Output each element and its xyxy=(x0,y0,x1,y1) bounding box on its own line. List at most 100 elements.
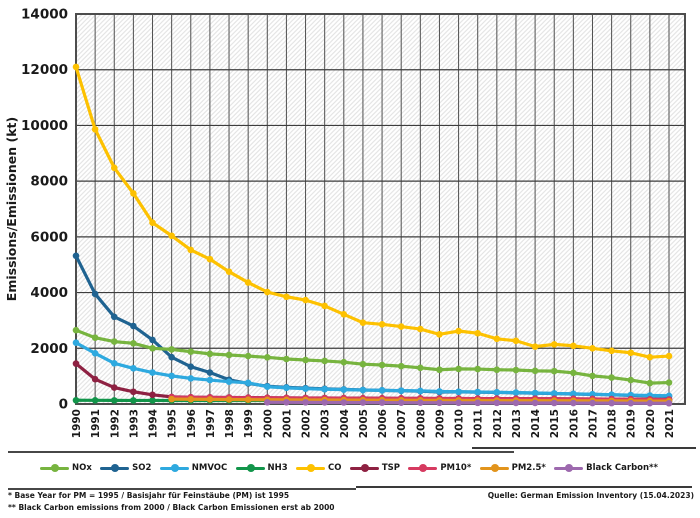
legend-swatch-icon xyxy=(100,464,130,472)
legend-label: NOx xyxy=(72,463,92,473)
series-marker-TSP xyxy=(72,360,80,367)
series-marker-Black Carbon** xyxy=(474,399,482,407)
series-marker-NH3 xyxy=(72,396,80,404)
series-marker-CO xyxy=(417,325,424,333)
series-marker-NOx xyxy=(550,367,558,375)
series-marker-NMVOC xyxy=(302,385,309,392)
series-marker-NMVOC xyxy=(244,379,252,387)
legend-item-NMVOC: NMVOC xyxy=(159,463,227,473)
y-tick-label: 10000 xyxy=(21,118,68,134)
series-marker-NOx xyxy=(455,365,462,373)
series-marker-NMVOC xyxy=(321,385,328,393)
x-tick-label: 1995 xyxy=(167,409,179,438)
series-marker-NOx xyxy=(665,379,673,386)
legend-marker-icon xyxy=(490,464,499,472)
legend-item-PM10-: PM10* xyxy=(408,463,471,473)
series-marker-NOx xyxy=(474,365,482,373)
x-tick-label: 2011 xyxy=(473,409,485,438)
series-marker-NMVOC xyxy=(225,378,233,386)
series-marker-TSP xyxy=(130,388,137,396)
series-marker-NMVOC xyxy=(531,389,539,397)
series-marker-NOx xyxy=(646,379,654,387)
series-marker-NMVOC xyxy=(91,350,99,357)
series-marker-Black Carbon** xyxy=(436,399,443,407)
legend-item-SO2: SO2 xyxy=(100,463,151,473)
x-tick-label: 2006 xyxy=(377,409,389,438)
y-tick-label: 14000 xyxy=(21,7,68,23)
series-marker-Black Carbon** xyxy=(608,399,615,407)
y-axis-title: Emissions/Emissionen (kt) xyxy=(4,117,19,301)
x-tick-label: 2014 xyxy=(530,409,542,438)
series-marker-CO xyxy=(359,319,367,326)
series-marker-Black Carbon** xyxy=(417,399,424,407)
series-marker-NOx xyxy=(263,354,271,361)
series-marker-CO xyxy=(321,302,328,310)
chart-legend: NOx SO2 NMVOC NH3 CO TSP PM10* PM2.5* Black Carb… xyxy=(0,457,700,479)
legend-item-TSP: TSP xyxy=(349,463,400,473)
divider-above-legend-left xyxy=(8,451,514,453)
series-marker-CO xyxy=(550,341,558,348)
series-marker-SO2 xyxy=(110,313,118,321)
series-marker-CO xyxy=(244,279,252,286)
series-marker-NOx xyxy=(627,376,635,384)
legend-label: NH3 xyxy=(267,463,288,473)
legend-swatch-icon xyxy=(159,464,189,472)
x-tick-label: 2002 xyxy=(301,409,313,438)
series-marker-NMVOC xyxy=(493,389,501,396)
series-marker-NOx xyxy=(110,338,118,345)
x-tick-label: 2016 xyxy=(568,409,580,438)
legend-marker-icon xyxy=(246,464,255,472)
series-marker-NMVOC xyxy=(570,390,577,398)
series-marker-CO xyxy=(340,311,348,318)
legend-swatch-icon xyxy=(296,464,326,472)
series-marker-NMVOC xyxy=(436,388,443,395)
series-marker-PM2.5* xyxy=(206,396,214,403)
legend-item-PM2.5-: PM2.5* xyxy=(479,463,546,473)
series-marker-NOx xyxy=(493,366,501,374)
series-marker-PM2.5* xyxy=(225,396,233,403)
series-marker-CO xyxy=(646,353,654,361)
series-marker-CO xyxy=(378,321,386,328)
series-marker-NOx xyxy=(512,366,520,374)
legend-label: PM2.5* xyxy=(511,463,546,473)
series-marker-CO xyxy=(168,232,175,240)
series-marker-NOx xyxy=(436,366,443,374)
series-marker-Black Carbon** xyxy=(512,399,520,407)
series-marker-Black Carbon** xyxy=(263,398,271,406)
series-marker-CO xyxy=(455,327,462,335)
series-marker-NOx xyxy=(608,374,615,381)
series-marker-PM2.5* xyxy=(168,395,175,403)
y-tick-label: 0 xyxy=(59,397,68,413)
series-marker-NMVOC xyxy=(130,365,137,372)
legend-label: PM10* xyxy=(440,463,472,473)
x-tick-label: 1993 xyxy=(128,409,140,438)
series-marker-NMVOC xyxy=(378,387,386,394)
x-tick-label: 2005 xyxy=(358,409,370,438)
series-marker-CO xyxy=(72,63,80,71)
series-marker-NMVOC xyxy=(550,390,558,397)
y-tick-label: 2000 xyxy=(30,341,68,357)
series-marker-SO2 xyxy=(91,290,99,298)
series-marker-NH3 xyxy=(130,397,137,404)
series-marker-NOx xyxy=(302,356,309,364)
series-marker-NOx xyxy=(531,367,539,375)
series-marker-NOx xyxy=(149,344,156,352)
series-marker-Black Carbon** xyxy=(646,399,654,407)
divider-below-legend-left xyxy=(8,488,356,490)
series-marker-CO xyxy=(110,164,118,172)
series-marker-NOx xyxy=(417,364,424,372)
source-attribution: Quelle: German Emission Inventory (15.04… xyxy=(487,491,694,500)
series-marker-Black Carbon** xyxy=(283,399,290,406)
x-tick-label: 2015 xyxy=(549,409,561,438)
series-marker-CO xyxy=(225,268,233,275)
x-tick-label: 2017 xyxy=(587,409,599,438)
legend-marker-icon xyxy=(419,464,428,472)
series-marker-Black Carbon** xyxy=(627,399,635,407)
series-marker-CO xyxy=(91,126,99,133)
legend-marker-icon xyxy=(170,464,179,472)
series-marker-Black Carbon** xyxy=(340,399,348,406)
series-marker-NMVOC xyxy=(72,339,80,347)
series-marker-CO xyxy=(627,349,635,357)
legend-marker-icon xyxy=(360,464,369,472)
